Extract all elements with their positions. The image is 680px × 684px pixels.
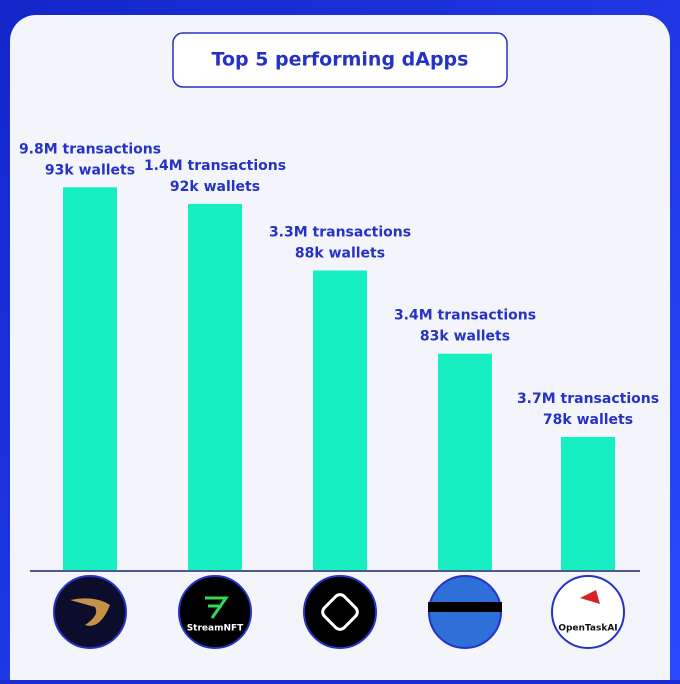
x-tick-label: OpenTaskAI (558, 624, 617, 634)
bar (63, 187, 117, 570)
value-label: 83k wallets (420, 329, 510, 345)
logo-shape (428, 602, 502, 612)
logo (551, 575, 625, 649)
bar (188, 203, 242, 571)
x-tick-label: StreamNFT (187, 624, 244, 634)
logo (303, 575, 377, 649)
logos (53, 575, 625, 649)
bar (313, 270, 367, 570)
logo-shape (580, 590, 600, 604)
value-label: 78k wallets (543, 412, 633, 428)
transaction-label: 9.8M transactions (19, 141, 161, 157)
value-label: 92k wallets (170, 179, 260, 195)
logo-shape (321, 593, 359, 631)
bar (438, 353, 492, 570)
bar (561, 436, 615, 570)
chart-title: Top 5 performing dApps (212, 49, 469, 71)
transaction-label: 3.4M transactions (394, 308, 536, 324)
value-label: 88k wallets (295, 245, 385, 261)
logo-shape (205, 596, 229, 619)
logo-shape (70, 598, 110, 626)
transaction-label: 3.3M transactions (269, 224, 411, 240)
title-box (172, 32, 508, 88)
value-label: 93k wallets (45, 162, 135, 178)
transaction-label: 1.4M transactions (144, 158, 286, 174)
logo (53, 575, 127, 649)
transaction-label: 3.7M transactions (517, 391, 659, 407)
